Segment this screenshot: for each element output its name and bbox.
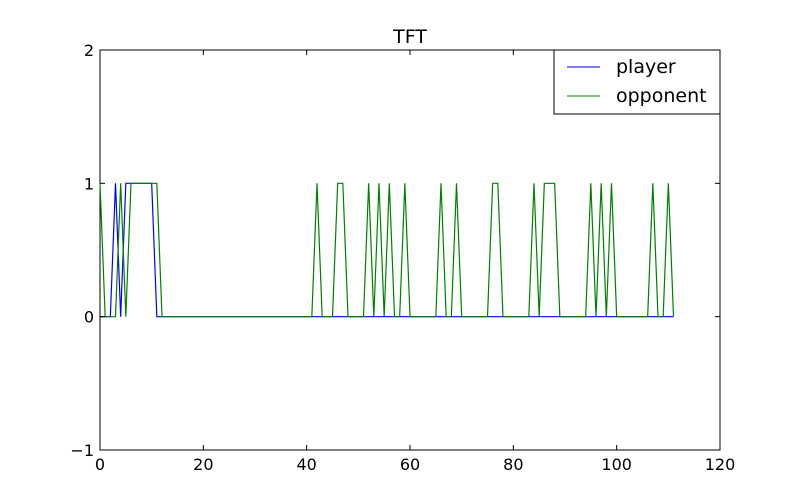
y-tick-label: 0: [84, 308, 94, 327]
x-tick-label: 60: [400, 455, 420, 474]
legend: player opponent: [553, 49, 721, 115]
x-tick-label: 100: [601, 455, 632, 474]
x-tick-label: 0: [95, 455, 105, 474]
legend-label-player: player: [616, 56, 676, 78]
x-tick-label: 120: [705, 455, 736, 474]
chart-title: TFT: [392, 26, 427, 48]
legend-box: [553, 49, 721, 115]
series-line-opponent: [99, 182, 675, 318]
y-tick-label: 2: [84, 41, 94, 60]
legend-label-opponent: opponent: [616, 85, 707, 107]
y-tick-label: 1: [84, 174, 94, 193]
axes-frame: [99, 49, 721, 451]
series-layer: [99, 182, 675, 318]
x-tick-label: 40: [296, 455, 316, 474]
x-tick-label: 20: [193, 455, 213, 474]
y-tick-label: −1: [70, 441, 94, 460]
x-tick-label: 80: [503, 455, 523, 474]
